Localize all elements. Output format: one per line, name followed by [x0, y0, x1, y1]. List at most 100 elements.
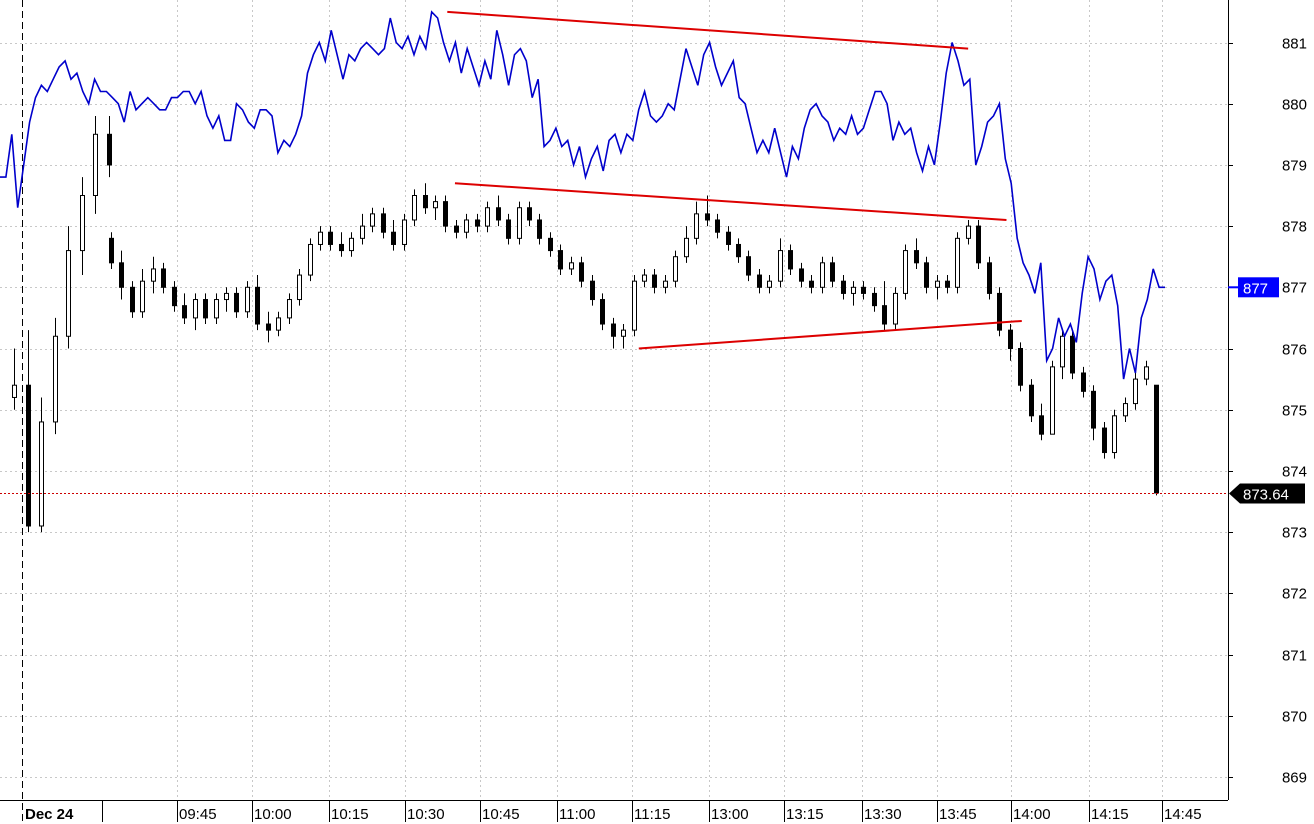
- candle: [652, 268, 657, 294]
- candle-body-down: [882, 305, 887, 325]
- candle: [12, 348, 17, 410]
- candle-body-down: [830, 262, 835, 282]
- candle-body-up: [66, 250, 71, 337]
- candle-body-down: [600, 299, 605, 325]
- candle: [987, 256, 992, 300]
- candle: [642, 268, 647, 288]
- candle-body-down: [1091, 390, 1096, 429]
- candle-body-down: [130, 286, 135, 313]
- line-marker-tag: [1238, 277, 1279, 298]
- candle-body-down: [1008, 329, 1013, 350]
- candle-body-down: [924, 262, 929, 288]
- candle-body-down: [861, 286, 866, 294]
- x-tick-label: 10:15: [331, 806, 369, 823]
- candle: [318, 226, 323, 251]
- candle: [255, 275, 260, 331]
- candle: [349, 232, 354, 257]
- candle: [475, 213, 480, 233]
- candle: [841, 275, 846, 300]
- candle: [945, 275, 950, 294]
- candle-body-down: [119, 262, 124, 288]
- candle-body-down: [746, 256, 751, 276]
- candle-body-up: [412, 195, 417, 221]
- candle-body-up: [632, 280, 637, 331]
- candle: [402, 213, 407, 251]
- candle: [757, 268, 762, 294]
- candle: [433, 195, 438, 220]
- candle-body-down: [652, 274, 657, 288]
- candle-body-up: [80, 195, 85, 252]
- candle: [558, 244, 563, 276]
- x-tick-label: 11:15: [634, 806, 670, 823]
- candle: [93, 115, 98, 214]
- candle: [151, 256, 156, 294]
- candle-body-down: [234, 292, 239, 313]
- candle: [107, 115, 112, 178]
- candle: [788, 244, 793, 276]
- candle-body-up: [402, 219, 407, 245]
- y-tick-label: 878: [1282, 219, 1307, 236]
- y-tick-label: 869: [1282, 770, 1307, 787]
- candle-body-down: [757, 274, 762, 288]
- candle-body-up: [851, 286, 856, 294]
- comparison-line-series: [0, 10, 1165, 380]
- candle-body-down: [976, 225, 981, 264]
- candle: [412, 189, 417, 227]
- candle: [673, 250, 678, 288]
- candle-body-down: [997, 292, 1002, 331]
- candle-body-down: [1018, 348, 1023, 386]
- candle: [778, 238, 783, 288]
- candle: [80, 177, 85, 276]
- candle: [1029, 379, 1034, 422]
- grid: [0, 0, 1228, 800]
- candle: [893, 287, 898, 331]
- x-tick-label: 11:00: [559, 806, 595, 823]
- candle-body-down: [841, 280, 846, 294]
- candle: [537, 213, 542, 245]
- candle-body-down: [945, 280, 950, 288]
- candle: [140, 268, 145, 318]
- candle: [109, 232, 114, 269]
- candle: [391, 219, 396, 251]
- candle-body-down: [496, 207, 501, 221]
- candle: [611, 317, 616, 349]
- candle-body-down: [109, 237, 114, 264]
- candle-body-up: [955, 237, 960, 288]
- candle: [872, 287, 877, 312]
- candle: [632, 275, 637, 337]
- y-tick-label: 879: [1282, 158, 1307, 175]
- candle-body-down: [203, 299, 208, 319]
- x-tick-label: 10:45: [482, 806, 520, 823]
- candle: [715, 213, 720, 239]
- candle-body-down: [1081, 372, 1086, 392]
- candle-body-up: [778, 250, 783, 282]
- candle: [882, 281, 887, 331]
- candle: [1018, 342, 1023, 392]
- candle-body-up: [1123, 403, 1128, 417]
- candle: [172, 281, 177, 312]
- candle-body-up: [1060, 335, 1065, 368]
- candle: [182, 293, 187, 325]
- candle-body-down: [527, 207, 532, 221]
- candle: [1050, 360, 1055, 435]
- candle-body-down: [548, 237, 553, 252]
- candle: [423, 183, 428, 214]
- candle: [297, 268, 302, 306]
- candle-body-down: [506, 219, 511, 239]
- candle: [506, 213, 511, 245]
- candle-body-up: [53, 335, 58, 423]
- line-marker-label: 877: [1243, 280, 1268, 297]
- trendlines: [447, 10, 1022, 350]
- candle-body-up: [663, 280, 668, 288]
- candle-body-down: [107, 133, 112, 166]
- candle-body-down: [475, 219, 480, 227]
- candle-body-up: [193, 299, 198, 319]
- candle: [203, 293, 208, 325]
- candle-body-up: [151, 268, 156, 282]
- price-markers: 873.64 877: [0, 277, 1305, 504]
- candle: [130, 281, 135, 318]
- y-tick-label: 875: [1282, 403, 1307, 420]
- candle-body-up: [673, 256, 678, 282]
- candle: [234, 287, 239, 318]
